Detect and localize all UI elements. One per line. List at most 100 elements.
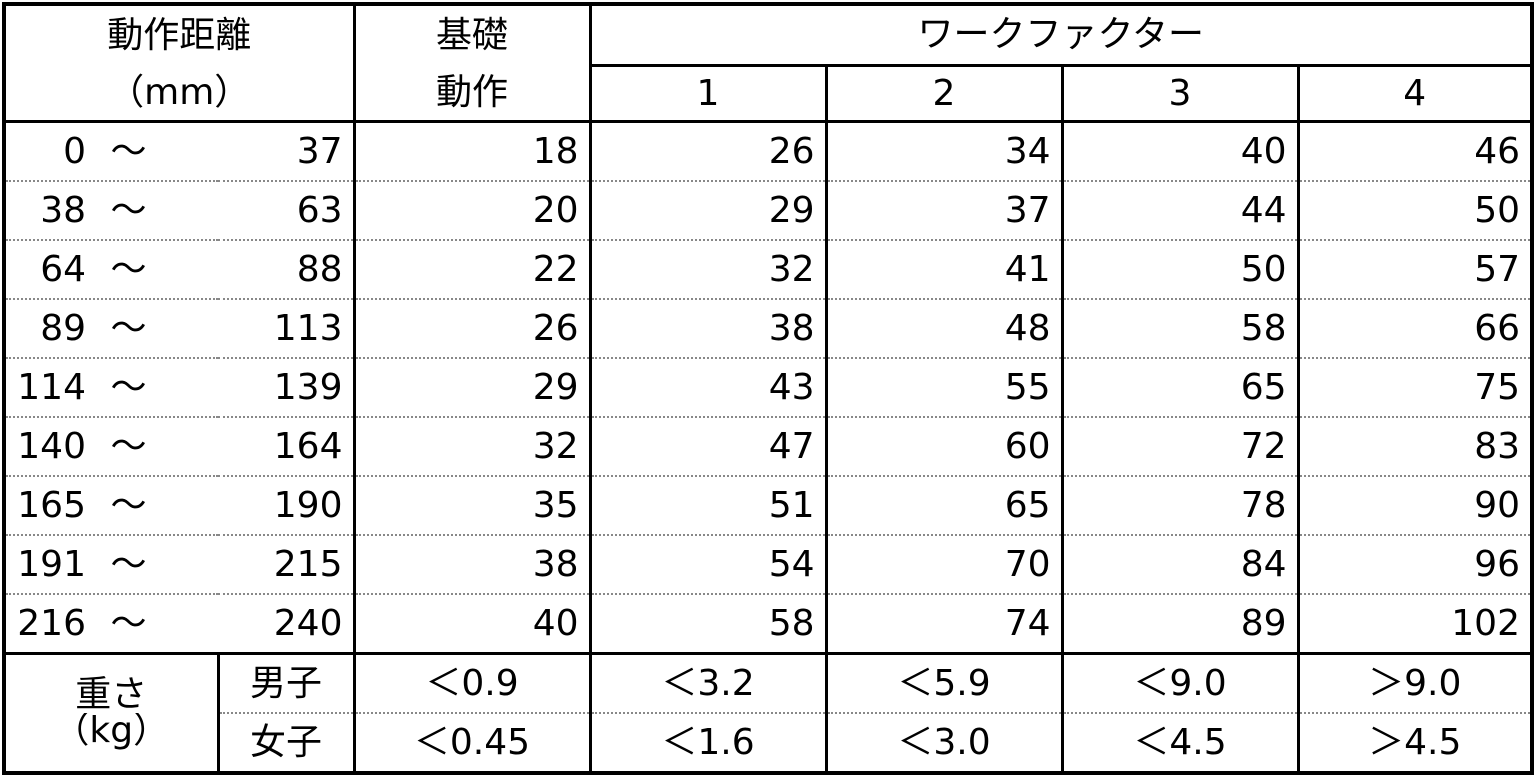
wf-value: 102: [1296, 594, 1534, 655]
wf-value: 43: [588, 358, 828, 418]
range-from: 38: [40, 189, 86, 231]
male-weight-value: ＜3.2: [588, 653, 828, 714]
wf-value: 50: [1060, 240, 1300, 300]
distance-header: 動作距離: [2, 4, 356, 66]
range-to: 139: [273, 366, 343, 408]
wf-value: 78: [1060, 476, 1300, 536]
wf-value: 65: [1060, 358, 1300, 418]
tilde: ～: [110, 425, 147, 467]
table-row: 191 ～ 215 38 54 70 84 96: [2, 535, 1534, 595]
wf-value: 72: [1060, 417, 1300, 477]
wf-value: 50: [1296, 181, 1534, 241]
basic-value: 38: [352, 535, 592, 595]
table-row: 140 ～ 164 32 47 60 72 83: [2, 417, 1534, 477]
table-row: 216 ～ 240 40 58 74 89 102: [2, 594, 1534, 655]
basic-header-line1: 基礎: [352, 4, 592, 66]
tilde: ～: [110, 130, 147, 172]
distance-range: 89 ～ 113: [2, 299, 356, 359]
wf-value: 89: [1060, 594, 1300, 655]
wf-value: 34: [824, 121, 1064, 182]
basic-header-line2: 動作: [352, 65, 592, 122]
wf-value: 54: [588, 535, 828, 595]
distance-range: 64 ～ 88: [2, 240, 356, 300]
distance-range: 0 ～ 37: [2, 121, 356, 182]
female-weight-value: ＜3.0: [824, 713, 1064, 773]
wf-value: 29: [588, 181, 828, 241]
female-weight-value: ＞4.5: [1296, 713, 1534, 773]
range-to: 164: [273, 425, 343, 467]
range-to: 37: [296, 130, 343, 172]
wf-value: 60: [824, 417, 1064, 477]
distance-unit: （mm）: [2, 65, 356, 122]
basic-value: 40: [352, 594, 592, 655]
wf-value: 90: [1296, 476, 1534, 536]
wf-value: 37: [824, 181, 1064, 241]
wf-value: 32: [588, 240, 828, 300]
wf-value: 26: [588, 121, 828, 182]
weight-label: 重さ: [2, 653, 220, 713]
distance-range: 191 ～ 215: [2, 535, 356, 595]
table-row: 89 ～ 113 26 38 48 58 66: [2, 299, 1534, 359]
distance-range: 114 ～ 139: [2, 358, 356, 418]
wf-value: 48: [824, 299, 1064, 359]
work-factor-header: ワークファクター: [588, 4, 1534, 67]
basic-value: 26: [352, 299, 592, 359]
wf-value: 57: [1296, 240, 1534, 300]
basic-value: 29: [352, 358, 592, 418]
weight-row-male: 重さ 男子 ＜0.9 ＜3.2 ＜5.9 ＜9.0 ＞9.0: [2, 653, 1534, 714]
female-weight-value: ＜0.45: [352, 713, 592, 773]
range-to: 240: [273, 602, 343, 644]
tilde: ～: [110, 189, 147, 231]
basic-value: 22: [352, 240, 592, 300]
table-row: 165 ～ 190 35 51 65 78 90: [2, 476, 1534, 536]
tilde: ～: [110, 543, 147, 585]
basic-value: 20: [352, 181, 592, 241]
male-weight-value: ＞9.0: [1296, 653, 1534, 714]
male-weight-value: ＜5.9: [824, 653, 1064, 714]
wf-value: 47: [588, 417, 828, 477]
wf-value: 74: [824, 594, 1064, 655]
wf-value: 44: [1060, 181, 1300, 241]
range-from: 64: [40, 248, 86, 290]
male-weight-value: ＜0.9: [352, 653, 592, 714]
wf-value: 66: [1296, 299, 1534, 359]
male-label: 男子: [216, 653, 356, 714]
table-row: 114 ～ 139 29 43 55 65 75: [2, 358, 1534, 418]
wf-col-4: 4: [1296, 65, 1534, 122]
male-weight-value: ＜9.0: [1060, 653, 1300, 714]
table-row: 64 ～ 88 22 32 41 50 57: [2, 240, 1534, 300]
distance-range: 165 ～ 190: [2, 476, 356, 536]
wf-col-1: 1: [588, 65, 828, 122]
range-to: 190: [273, 484, 343, 526]
basic-value: 18: [352, 121, 592, 182]
wf-value: 38: [588, 299, 828, 359]
range-from: 191: [17, 543, 86, 585]
range-to: 63: [296, 189, 343, 231]
wf-value: 83: [1296, 417, 1534, 477]
tilde: ～: [110, 602, 147, 644]
basic-value: 32: [352, 417, 592, 477]
tilde: ～: [110, 366, 147, 408]
range-from: 216: [17, 602, 86, 644]
range-from: 114: [17, 366, 86, 408]
wf-value: 65: [824, 476, 1064, 536]
distance-range: 216 ～ 240: [2, 594, 356, 655]
basic-value: 35: [352, 476, 592, 536]
range-from: 89: [40, 307, 86, 349]
distance-range: 38 ～ 63: [2, 181, 356, 241]
female-label: 女子: [216, 713, 356, 773]
wf-value: 70: [824, 535, 1064, 595]
range-from: 0: [63, 130, 86, 172]
table-row: 0 ～ 37 18 26 34 40 46: [2, 121, 1534, 182]
range-from: 165: [17, 484, 86, 526]
wf-value: 55: [824, 358, 1064, 418]
wf-value: 58: [1060, 299, 1300, 359]
range-to: 113: [273, 307, 343, 349]
wf-value: 40: [1060, 121, 1300, 182]
wf-col-2: 2: [824, 65, 1064, 122]
wf-value: 84: [1060, 535, 1300, 595]
range-to: 88: [296, 248, 343, 290]
weight-unit: （kg）: [2, 713, 220, 773]
wf-value: 96: [1296, 535, 1534, 595]
